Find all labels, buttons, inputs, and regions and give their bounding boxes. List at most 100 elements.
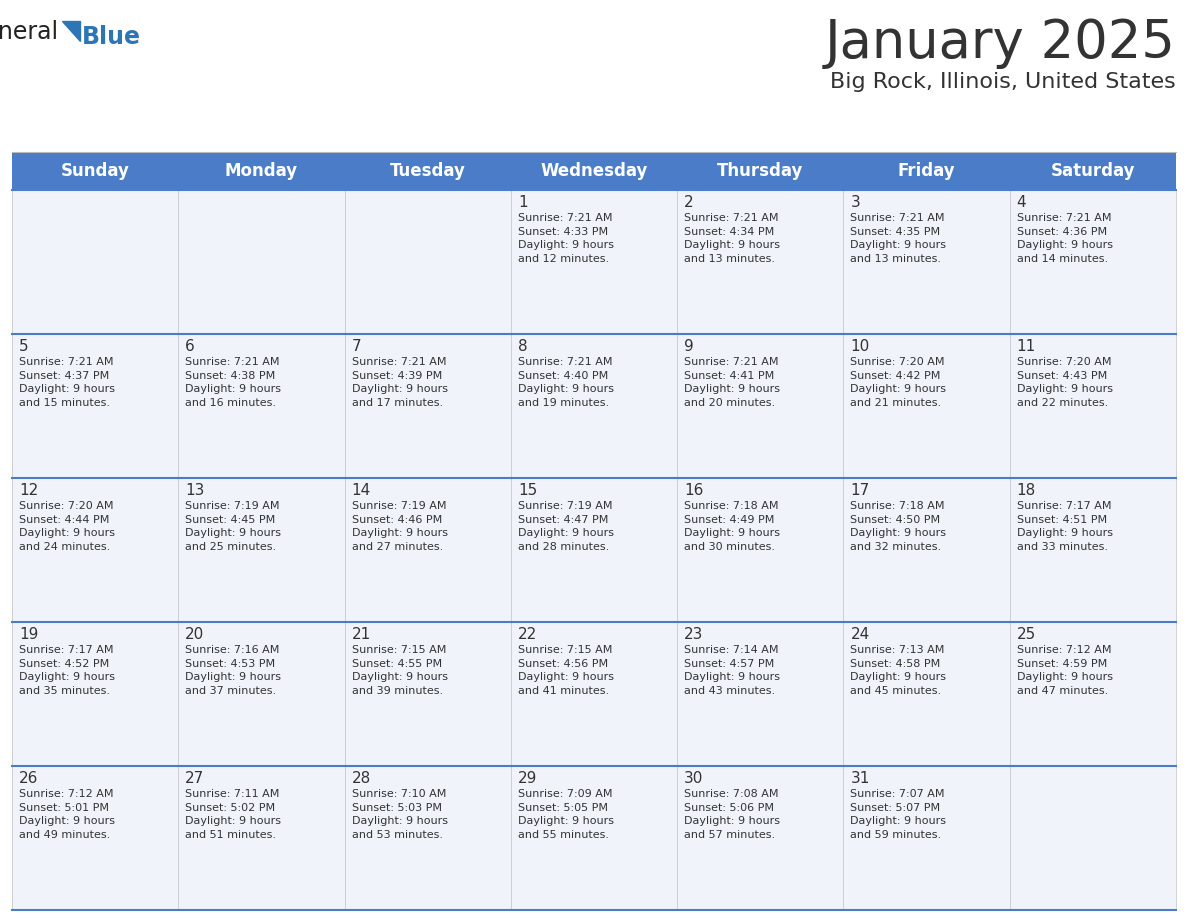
Bar [345,334,511,478]
Bar [178,190,345,334]
Text: Sunrise: 7:10 AM
Sunset: 5:03 PM
Daylight: 9 hours
and 53 minutes.: Sunrise: 7:10 AM Sunset: 5:03 PM Dayligh… [352,789,448,840]
Text: Sunrise: 7:13 AM
Sunset: 4:58 PM
Daylight: 9 hours
and 45 minutes.: Sunrise: 7:13 AM Sunset: 4:58 PM Dayligh… [851,645,947,696]
Text: Sunrise: 7:07 AM
Sunset: 5:07 PM
Daylight: 9 hours
and 59 minutes.: Sunrise: 7:07 AM Sunset: 5:07 PM Dayligh… [851,789,947,840]
Bar [178,152,345,190]
Text: Sunrise: 7:18 AM
Sunset: 4:50 PM
Daylight: 9 hours
and 32 minutes.: Sunrise: 7:18 AM Sunset: 4:50 PM Dayligh… [851,501,947,552]
Bar [1010,478,1176,622]
Text: Sunrise: 7:21 AM
Sunset: 4:41 PM
Daylight: 9 hours
and 20 minutes.: Sunrise: 7:21 AM Sunset: 4:41 PM Dayligh… [684,357,781,408]
Text: 24: 24 [851,627,870,642]
Text: Sunrise: 7:17 AM
Sunset: 4:52 PM
Daylight: 9 hours
and 35 minutes.: Sunrise: 7:17 AM Sunset: 4:52 PM Dayligh… [19,645,115,696]
Text: 10: 10 [851,339,870,354]
Bar [345,478,511,622]
Bar [12,334,178,478]
Text: Sunrise: 7:08 AM
Sunset: 5:06 PM
Daylight: 9 hours
and 57 minutes.: Sunrise: 7:08 AM Sunset: 5:06 PM Dayligh… [684,789,781,840]
Text: Sunrise: 7:20 AM
Sunset: 4:43 PM
Daylight: 9 hours
and 22 minutes.: Sunrise: 7:20 AM Sunset: 4:43 PM Dayligh… [1017,357,1113,408]
Text: 29: 29 [518,771,537,786]
Text: 12: 12 [19,483,38,498]
Text: Sunrise: 7:17 AM
Sunset: 4:51 PM
Daylight: 9 hours
and 33 minutes.: Sunrise: 7:17 AM Sunset: 4:51 PM Dayligh… [1017,501,1113,552]
Text: Sunrise: 7:15 AM
Sunset: 4:55 PM
Daylight: 9 hours
and 39 minutes.: Sunrise: 7:15 AM Sunset: 4:55 PM Dayligh… [352,645,448,696]
Text: 14: 14 [352,483,371,498]
Text: Sunrise: 7:16 AM
Sunset: 4:53 PM
Daylight: 9 hours
and 37 minutes.: Sunrise: 7:16 AM Sunset: 4:53 PM Dayligh… [185,645,282,696]
Bar [677,622,843,766]
Text: 3: 3 [851,195,860,210]
Text: 7: 7 [352,339,361,354]
Text: Sunrise: 7:21 AM
Sunset: 4:35 PM
Daylight: 9 hours
and 13 minutes.: Sunrise: 7:21 AM Sunset: 4:35 PM Dayligh… [851,213,947,263]
Text: 6: 6 [185,339,195,354]
Bar [12,766,178,910]
Text: 1: 1 [518,195,527,210]
Bar [843,190,1010,334]
Bar [511,152,677,190]
Text: Sunrise: 7:12 AM
Sunset: 5:01 PM
Daylight: 9 hours
and 49 minutes.: Sunrise: 7:12 AM Sunset: 5:01 PM Dayligh… [19,789,115,840]
Bar [12,152,178,190]
Bar [511,766,677,910]
Text: 26: 26 [19,771,38,786]
Bar [1010,190,1176,334]
Bar [843,334,1010,478]
Text: 16: 16 [684,483,703,498]
Bar [178,622,345,766]
Bar [511,190,677,334]
Text: Sunrise: 7:18 AM
Sunset: 4:49 PM
Daylight: 9 hours
and 30 minutes.: Sunrise: 7:18 AM Sunset: 4:49 PM Dayligh… [684,501,781,552]
Bar [178,478,345,622]
Bar [345,622,511,766]
Text: Blue: Blue [82,25,141,49]
Text: 21: 21 [352,627,371,642]
Text: Wednesday: Wednesday [541,162,647,180]
Bar [843,766,1010,910]
Text: Sunrise: 7:21 AM
Sunset: 4:39 PM
Daylight: 9 hours
and 17 minutes.: Sunrise: 7:21 AM Sunset: 4:39 PM Dayligh… [352,357,448,408]
Text: 18: 18 [1017,483,1036,498]
Text: 25: 25 [1017,627,1036,642]
Text: 23: 23 [684,627,703,642]
Bar [345,766,511,910]
Text: 30: 30 [684,771,703,786]
Text: January 2025: January 2025 [826,17,1176,69]
Text: Sunrise: 7:21 AM
Sunset: 4:37 PM
Daylight: 9 hours
and 15 minutes.: Sunrise: 7:21 AM Sunset: 4:37 PM Dayligh… [19,357,115,408]
Text: Sunrise: 7:21 AM
Sunset: 4:33 PM
Daylight: 9 hours
and 12 minutes.: Sunrise: 7:21 AM Sunset: 4:33 PM Dayligh… [518,213,614,263]
Text: 13: 13 [185,483,204,498]
Text: Sunday: Sunday [61,162,129,180]
Text: 8: 8 [518,339,527,354]
Bar [345,190,511,334]
Text: 22: 22 [518,627,537,642]
Text: 20: 20 [185,627,204,642]
Text: Sunrise: 7:12 AM
Sunset: 4:59 PM
Daylight: 9 hours
and 47 minutes.: Sunrise: 7:12 AM Sunset: 4:59 PM Dayligh… [1017,645,1113,696]
Text: Sunrise: 7:19 AM
Sunset: 4:47 PM
Daylight: 9 hours
and 28 minutes.: Sunrise: 7:19 AM Sunset: 4:47 PM Dayligh… [518,501,614,552]
Bar [843,478,1010,622]
Bar [12,190,178,334]
Text: Sunrise: 7:19 AM
Sunset: 4:46 PM
Daylight: 9 hours
and 27 minutes.: Sunrise: 7:19 AM Sunset: 4:46 PM Dayligh… [352,501,448,552]
Text: 4: 4 [1017,195,1026,210]
Text: Sunrise: 7:21 AM
Sunset: 4:40 PM
Daylight: 9 hours
and 19 minutes.: Sunrise: 7:21 AM Sunset: 4:40 PM Dayligh… [518,357,614,408]
Bar [843,622,1010,766]
Text: Sunrise: 7:09 AM
Sunset: 5:05 PM
Daylight: 9 hours
and 55 minutes.: Sunrise: 7:09 AM Sunset: 5:05 PM Dayligh… [518,789,614,840]
Text: Big Rock, Illinois, United States: Big Rock, Illinois, United States [830,72,1176,92]
Text: 19: 19 [19,627,38,642]
Bar [178,766,345,910]
Text: General: General [0,20,59,44]
Text: Thursday: Thursday [718,162,803,180]
Bar [511,334,677,478]
Text: Sunrise: 7:21 AM
Sunset: 4:34 PM
Daylight: 9 hours
and 13 minutes.: Sunrise: 7:21 AM Sunset: 4:34 PM Dayligh… [684,213,781,263]
Bar [511,478,677,622]
Text: Sunrise: 7:19 AM
Sunset: 4:45 PM
Daylight: 9 hours
and 25 minutes.: Sunrise: 7:19 AM Sunset: 4:45 PM Dayligh… [185,501,282,552]
Bar [677,766,843,910]
Bar [677,190,843,334]
Text: Sunrise: 7:14 AM
Sunset: 4:57 PM
Daylight: 9 hours
and 43 minutes.: Sunrise: 7:14 AM Sunset: 4:57 PM Dayligh… [684,645,781,696]
Text: Sunrise: 7:15 AM
Sunset: 4:56 PM
Daylight: 9 hours
and 41 minutes.: Sunrise: 7:15 AM Sunset: 4:56 PM Dayligh… [518,645,614,696]
Text: Sunrise: 7:21 AM
Sunset: 4:36 PM
Daylight: 9 hours
and 14 minutes.: Sunrise: 7:21 AM Sunset: 4:36 PM Dayligh… [1017,213,1113,263]
Bar [1010,766,1176,910]
Text: 27: 27 [185,771,204,786]
Text: 11: 11 [1017,339,1036,354]
Bar [511,622,677,766]
Text: 2: 2 [684,195,694,210]
Bar [1010,622,1176,766]
Text: Saturday: Saturday [1050,162,1135,180]
Bar [178,334,345,478]
Bar [12,478,178,622]
Text: Sunrise: 7:11 AM
Sunset: 5:02 PM
Daylight: 9 hours
and 51 minutes.: Sunrise: 7:11 AM Sunset: 5:02 PM Dayligh… [185,789,282,840]
Text: 28: 28 [352,771,371,786]
Text: Tuesday: Tuesday [390,162,466,180]
Bar [1010,152,1176,190]
Text: Monday: Monday [225,162,298,180]
Text: 9: 9 [684,339,694,354]
